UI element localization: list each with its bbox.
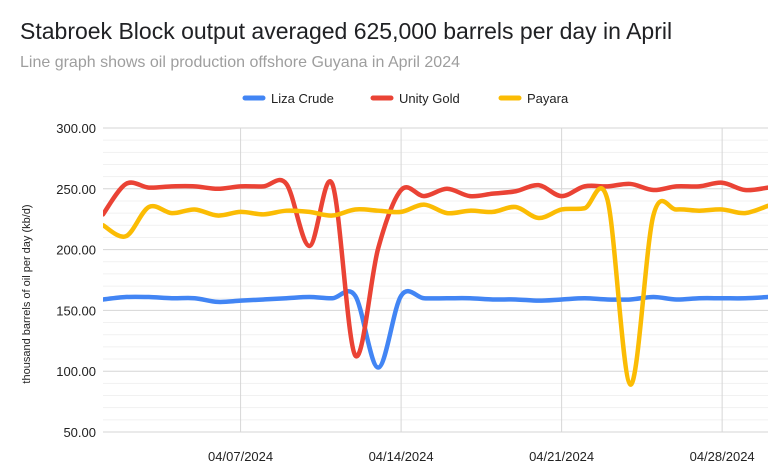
legend-label-unity-gold: Unity Gold xyxy=(399,91,460,106)
grid xyxy=(103,127,768,433)
y-tick-label: 250.00 xyxy=(56,182,96,197)
series-line-payara xyxy=(103,186,768,387)
x-tick-label: 04/21/2024 xyxy=(529,449,594,464)
x-tick-label: 04/28/2024 xyxy=(690,449,755,464)
chart-subtitle: Line graph shows oil production offshore… xyxy=(20,54,460,71)
y-axis: 50.00 100.00 150.00 200.00 250.00 300.00 xyxy=(56,121,96,440)
legend-label-liza-crude: Liza Crude xyxy=(271,91,334,106)
y-tick-label: 50.00 xyxy=(63,425,96,440)
y-tick-label: 100.00 xyxy=(56,364,96,379)
series-line-unity-gold xyxy=(103,177,768,359)
series-lines xyxy=(103,177,768,387)
x-axis: 04/07/2024 04/14/2024 04/21/2024 04/28/2024 xyxy=(208,449,755,464)
series-line-liza-crude xyxy=(103,289,768,370)
y-tick-label: 300.00 xyxy=(56,121,96,136)
chart-title: Stabroek Block output averaged 625,000 b… xyxy=(20,18,673,44)
y-axis-label: thousand barrels of oil per day (kb/d) xyxy=(21,204,33,383)
y-tick-label: 150.00 xyxy=(56,303,96,318)
x-tick-label: 04/07/2024 xyxy=(208,449,273,464)
legend: Liza Crude Unity Gold Payara xyxy=(242,91,569,106)
x-tick-label: 04/14/2024 xyxy=(369,449,434,464)
legend-label-payara: Payara xyxy=(527,91,569,106)
y-tick-label: 200.00 xyxy=(56,243,96,258)
